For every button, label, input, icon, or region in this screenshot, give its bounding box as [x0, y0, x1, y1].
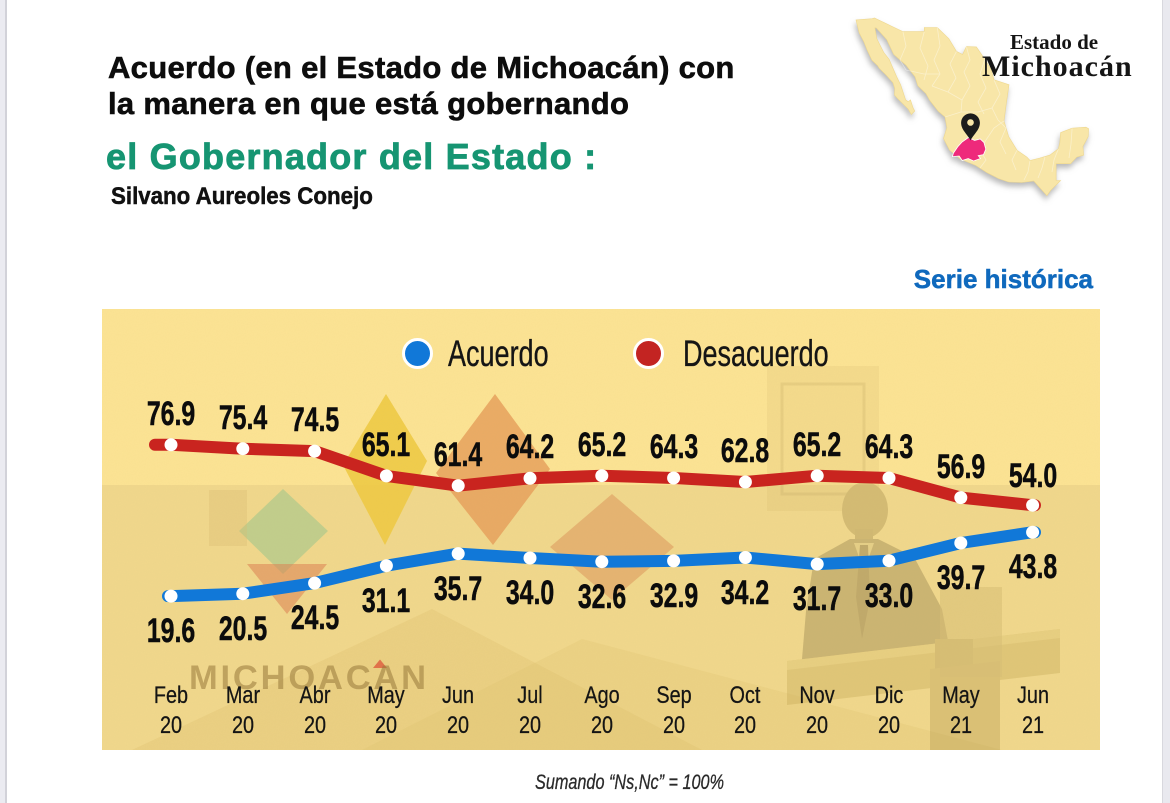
svg-text:Michoacán: Michoacán — [982, 50, 1133, 83]
svg-text:Estado de: Estado de — [1010, 30, 1098, 54]
